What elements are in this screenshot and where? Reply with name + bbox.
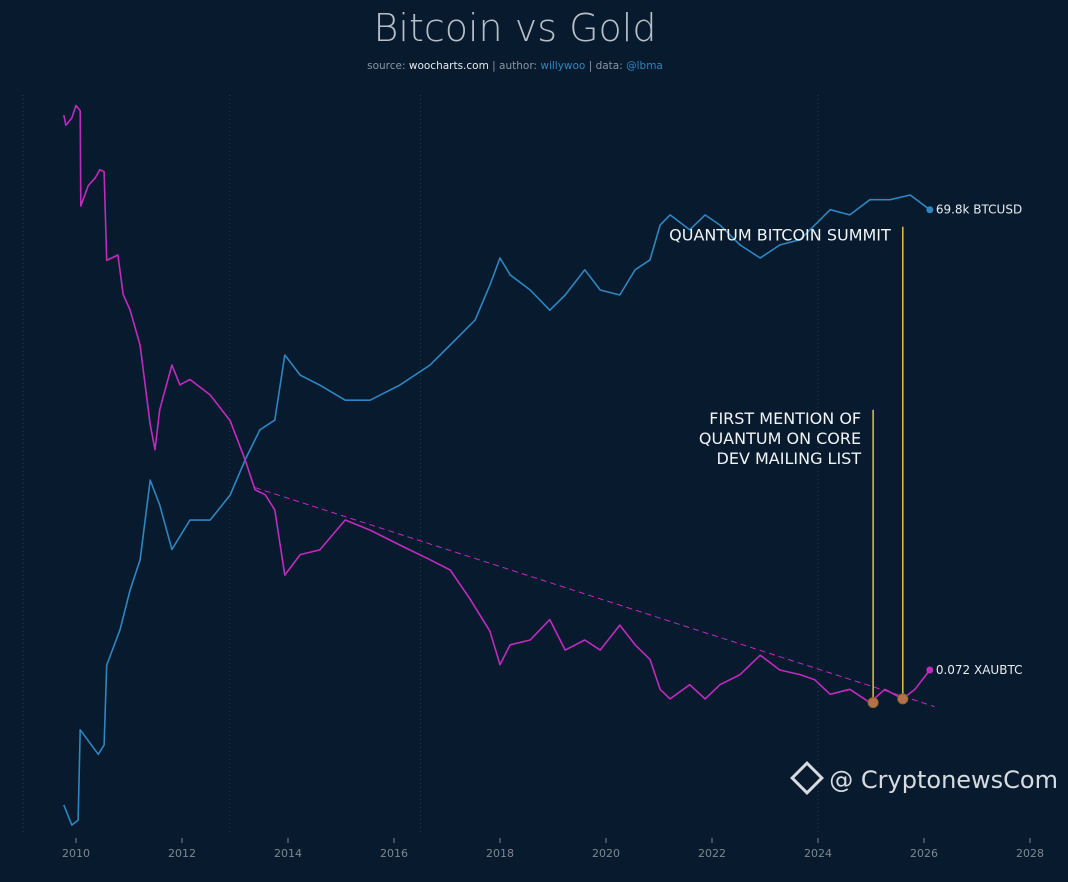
annotation-marker: [897, 693, 909, 705]
series-end-label-xaubtc: 0.072 XAUBTC: [936, 663, 1023, 677]
cryptonews-logo-icon: [790, 761, 825, 795]
x-tick-label: 2012: [168, 847, 196, 860]
series-line-xaubtc: [63, 104, 931, 704]
data-label: | data:: [588, 60, 623, 72]
series-end-marker-btcusd: [926, 206, 934, 214]
source-link[interactable]: woocharts.com: [408, 60, 489, 72]
chart-subtitle: source: woocharts.com | author: willywoo…: [0, 60, 1030, 72]
series-end-label-btcusd: 69.8k BTCUSD: [936, 203, 1022, 217]
series-line-btcusd: [63, 194, 931, 826]
annotation-text: DEV MAILING LIST: [717, 449, 862, 468]
annotation-marker: [867, 697, 879, 709]
annotation-text: QUANTUM ON CORE: [699, 429, 861, 448]
x-tick-label: 2014: [274, 847, 302, 860]
x-tick-label: 2026: [910, 847, 938, 860]
annotation-text: QUANTUM BITCOIN SUMMIT: [669, 226, 891, 245]
x-tick-label: 2028: [1016, 847, 1044, 860]
x-tick-label: 2024: [804, 847, 832, 860]
chart-title: Bitcoin vs Gold: [373, 6, 657, 50]
trendline: [254, 487, 935, 708]
x-tick-label: 2010: [62, 847, 90, 860]
annotation-text: FIRST MENTION OF: [709, 409, 861, 428]
x-tick-label: 2016: [380, 847, 408, 860]
x-tick-label: 2018: [486, 847, 514, 860]
data-link[interactable]: @lbma: [626, 60, 663, 72]
x-tick-label: 2022: [698, 847, 726, 860]
watermark: @ CryptonewsCom: [790, 761, 1058, 795]
x-tick-label: 2020: [592, 847, 620, 860]
author-label: | author:: [492, 60, 538, 72]
source-label: source:: [367, 60, 406, 72]
author-link[interactable]: willywoo: [540, 60, 586, 72]
series-end-marker-xaubtc: [926, 666, 934, 674]
watermark-text: @ CryptonewsCom: [829, 766, 1058, 794]
